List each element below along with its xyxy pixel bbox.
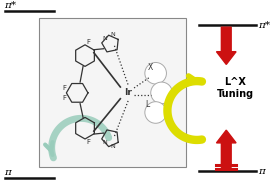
Circle shape xyxy=(145,62,166,84)
Text: Ir: Ir xyxy=(124,88,132,97)
Text: F: F xyxy=(62,95,67,101)
Bar xyxy=(39,18,186,167)
Text: L: L xyxy=(146,100,150,109)
Circle shape xyxy=(151,82,172,104)
Text: π: π xyxy=(258,167,265,176)
FancyArrow shape xyxy=(216,27,236,64)
Text: N: N xyxy=(102,140,107,145)
Text: N: N xyxy=(110,33,115,37)
Text: π*: π* xyxy=(4,2,16,10)
Text: π: π xyxy=(4,168,10,177)
Text: F: F xyxy=(62,85,67,91)
Text: N: N xyxy=(110,144,115,149)
FancyArrow shape xyxy=(216,130,236,167)
Circle shape xyxy=(145,102,166,123)
Text: L^X
Tuning: L^X Tuning xyxy=(216,77,254,99)
Text: π*: π* xyxy=(258,21,270,30)
Text: N: N xyxy=(102,36,107,41)
Text: X: X xyxy=(148,63,153,72)
Text: F: F xyxy=(86,139,90,145)
Text: F: F xyxy=(86,39,90,45)
